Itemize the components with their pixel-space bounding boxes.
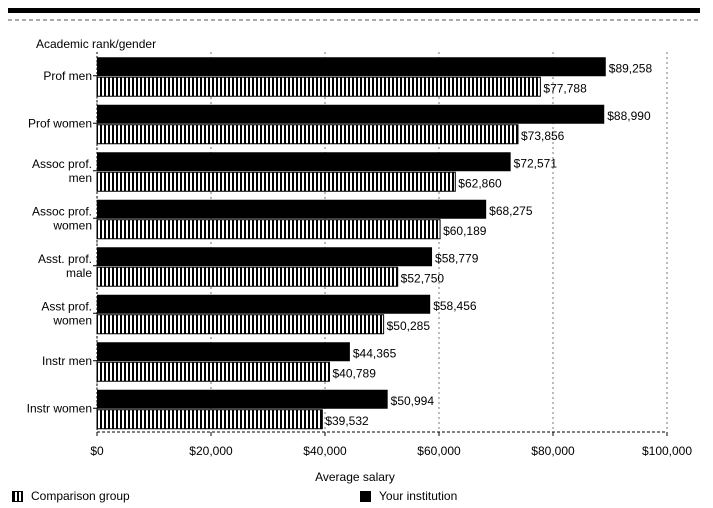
- data-label-your-institution: $44,365: [353, 346, 397, 360]
- x-tick-label: $40,000: [303, 444, 347, 458]
- x-axis-label: Average salary: [315, 470, 395, 484]
- data-label-comparison-group: $62,860: [458, 176, 502, 190]
- bar-comparison-group: [96, 314, 385, 335]
- x-tick-label: $0: [90, 444, 104, 458]
- category-label: Assoc prof. women: [32, 204, 92, 232]
- data-label-comparison-group: $52,750: [401, 271, 445, 285]
- data-label-your-institution: $58,779: [435, 251, 479, 265]
- bar-comparison-group: [96, 171, 456, 192]
- category-label: Assoc prof. men: [32, 157, 92, 185]
- x-tick-label: $80,000: [531, 444, 575, 458]
- bar-comparison-group: [96, 266, 399, 287]
- data-label-comparison-group: $39,532: [325, 414, 369, 428]
- data-label-your-institution: $58,456: [433, 299, 477, 313]
- data-label-comparison-group: $77,788: [543, 81, 587, 95]
- category-label: Asst. prof. male: [38, 252, 92, 280]
- bar-comparison-group: [96, 219, 441, 240]
- data-label-your-institution: $68,275: [489, 204, 533, 218]
- x-tick-label: $100,000: [642, 444, 692, 458]
- bar-your-institution: [97, 342, 350, 362]
- bar-your-institution: [97, 104, 605, 124]
- legend-institution-swatch: [360, 490, 371, 502]
- legend-institution-label: Your institution: [379, 489, 458, 503]
- category-label: Instr men: [42, 354, 92, 368]
- bar-your-institution: [97, 199, 487, 219]
- plot-area: $0 $20,000 $40,000 $60,000 $80,000 $100,000 $8…: [27, 52, 692, 458]
- x-tick-label: $60,000: [417, 444, 461, 458]
- x-tick-label: $20,000: [189, 444, 233, 458]
- data-label-your-institution: $72,571: [514, 156, 558, 170]
- category-label: Prof women: [28, 116, 92, 130]
- legend-comparison: Comparison group: [12, 489, 130, 503]
- category-label: Asst prof. women: [41, 299, 92, 327]
- legend-comparison-label: Comparison group: [31, 489, 130, 503]
- legend-comparison-swatch: [12, 490, 23, 502]
- bar-your-institution: [97, 389, 388, 409]
- bar-comparison-group: [96, 76, 541, 97]
- bar-your-institution: [97, 57, 606, 77]
- bar-comparison-group: [96, 409, 323, 430]
- data-label-comparison-group: $40,789: [332, 366, 376, 380]
- data-label-comparison-group: $73,856: [521, 129, 565, 143]
- legend-institution: Your institution: [360, 489, 457, 503]
- bar-your-institution: [97, 247, 433, 267]
- bar-comparison-group: [96, 124, 519, 145]
- data-label-comparison-group: $60,189: [443, 224, 487, 238]
- bar-comparison-group: [96, 361, 330, 382]
- data-label-comparison-group: $50,285: [387, 319, 431, 333]
- category-label: Instr women: [27, 401, 92, 415]
- category-label: Prof men: [43, 69, 92, 83]
- bar-your-institution: [97, 152, 511, 172]
- data-label-your-institution: $50,994: [391, 394, 435, 408]
- bar-your-institution: [97, 294, 431, 314]
- top-rule: [8, 8, 700, 13]
- data-label-your-institution: $88,990: [607, 109, 651, 123]
- chart-title: Academic rank/gender: [36, 37, 156, 51]
- data-label-your-institution: $89,258: [609, 61, 653, 75]
